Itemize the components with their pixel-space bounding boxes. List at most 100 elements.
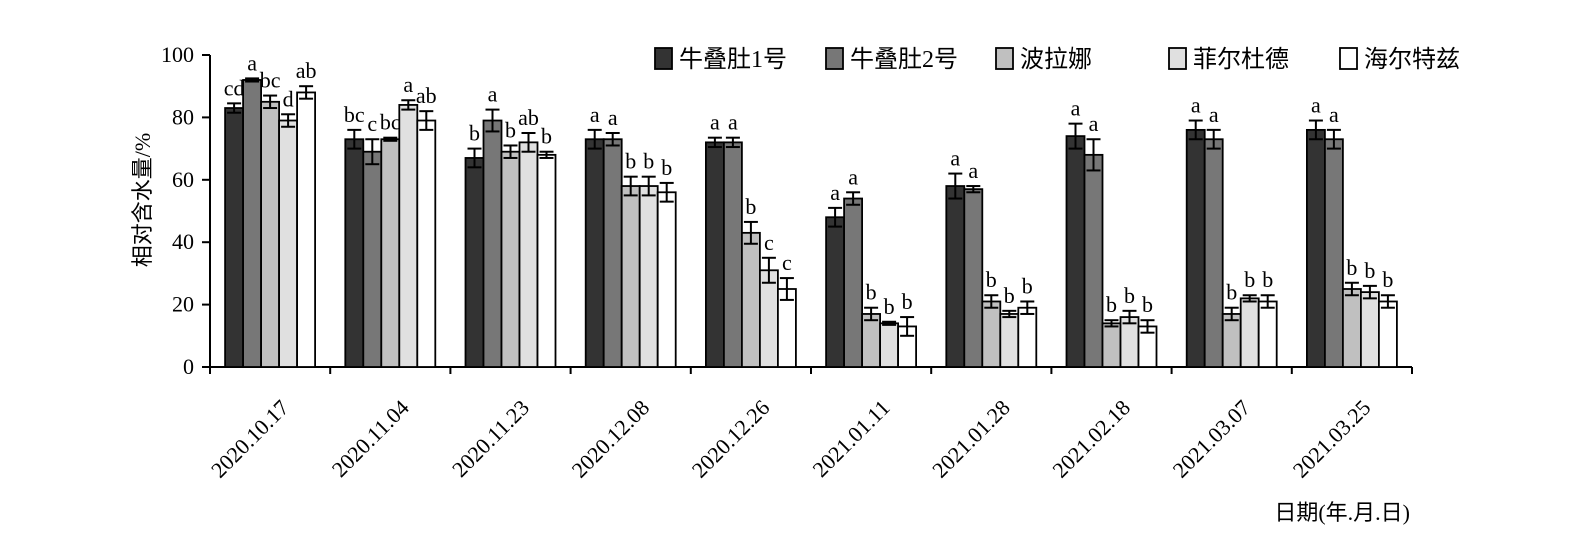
y-tick-label: 80 (172, 104, 194, 129)
bar (1185, 128, 1206, 368)
significance-label: cd (224, 75, 245, 100)
legend-label: 牛叠肚2号 (850, 46, 958, 73)
bar (741, 231, 761, 368)
significance-label: a (403, 72, 413, 97)
bar (1119, 316, 1140, 368)
significance-label: b (866, 280, 877, 305)
significance-label: b (541, 124, 552, 149)
significance-label: ab (518, 105, 539, 130)
significance-label: a (968, 158, 978, 183)
significance-label: b (661, 155, 672, 180)
significance-label: b (625, 149, 636, 174)
bar (398, 104, 419, 368)
significance-label: a (1209, 102, 1219, 127)
significance-label: a (848, 164, 858, 189)
bar (278, 119, 299, 368)
significance-label: b (1382, 267, 1393, 292)
bar (482, 119, 503, 368)
significance-label: b (643, 149, 654, 174)
significance-label: b (1262, 267, 1273, 292)
bar (500, 150, 521, 368)
significance-label: a (488, 82, 498, 107)
significance-label: b (1022, 273, 1033, 298)
bar (416, 119, 437, 368)
legend-label: 波拉娜 (1020, 46, 1092, 73)
bar (963, 188, 984, 368)
legend: 牛叠肚1号 牛叠肚2号 波拉娜 菲尔杜德 海尔特兹 (654, 46, 1460, 73)
bar (536, 153, 557, 368)
significance-label: d (283, 86, 294, 111)
x-axis: 2020.10.17 2020.11.04 2020.11.23 2020.12.08… (206, 366, 1413, 483)
significance-label: b (469, 121, 480, 146)
bar (1342, 288, 1362, 368)
significance-label: a (728, 110, 738, 135)
y-axis: 0 20 40 60 80 100 (161, 42, 211, 379)
legend-swatch (825, 47, 844, 70)
significance-label: b (1004, 283, 1015, 308)
significance-label: a (608, 105, 618, 130)
x-tick-label: 2021.02.18 (1047, 395, 1135, 483)
bar (602, 138, 623, 368)
significance-label: c (367, 111, 377, 136)
bar (1221, 313, 1242, 368)
bar (1101, 322, 1122, 368)
significance-label: c (764, 230, 774, 255)
bar (1306, 128, 1326, 368)
legend-swatch (1339, 47, 1358, 70)
significance-label: c (782, 250, 792, 275)
significance-label: a (1329, 102, 1339, 127)
y-tick-label: 0 (183, 354, 194, 379)
bar (723, 141, 743, 368)
significance-label: a (590, 102, 600, 127)
significance-label: b (1142, 292, 1153, 317)
x-tick-label: 2021.01.28 (927, 395, 1015, 483)
y-tick-label: 40 (172, 229, 194, 254)
significance-label: a (1071, 96, 1081, 121)
significance-label: b (1244, 267, 1255, 292)
significance-label: ab (416, 83, 437, 108)
significance-label: b (986, 267, 997, 292)
bar (638, 185, 659, 368)
bar (656, 191, 677, 368)
significance-label: b (745, 194, 756, 219)
x-tick-label: 2021.01.11 (808, 395, 895, 482)
significance-label: a (950, 146, 960, 171)
bar (759, 269, 779, 368)
significance-label: b (1364, 258, 1375, 283)
legend-swatch (654, 47, 673, 70)
significance-label: b (505, 117, 516, 142)
x-tick-label: 2020.10.17 (206, 395, 294, 483)
bar (1378, 300, 1398, 368)
bar (1065, 135, 1086, 368)
bar (879, 322, 899, 368)
y-axis-label: 相对含水量/% (130, 133, 155, 267)
significance-label: a (1191, 93, 1201, 118)
bar (1324, 138, 1344, 368)
bar (380, 138, 401, 368)
bar (464, 157, 485, 368)
bar (584, 138, 605, 368)
x-tick-label: 2020.12.08 (567, 395, 655, 483)
bar (945, 185, 966, 368)
x-tick-label: 2021.03.25 (1288, 395, 1376, 483)
significance-label: a (1089, 111, 1099, 136)
bar (705, 141, 725, 368)
significance-label: a (710, 110, 720, 135)
significance-label: ab (296, 58, 317, 83)
bar (843, 197, 863, 368)
significance-label: b (1226, 280, 1237, 305)
x-tick-label: 2020.12.26 (687, 395, 775, 483)
bar (242, 79, 263, 368)
significance-label: b (884, 294, 895, 319)
y-tick-label: 100 (161, 42, 194, 67)
bar (620, 185, 641, 368)
bar (344, 138, 365, 368)
bar (825, 216, 845, 368)
bar (518, 141, 539, 368)
x-axis-label: 日期(年.月.日) (1274, 500, 1410, 525)
legend-label: 牛叠肚1号 (679, 46, 787, 73)
legend-swatch (995, 47, 1014, 70)
bar (1239, 297, 1260, 368)
